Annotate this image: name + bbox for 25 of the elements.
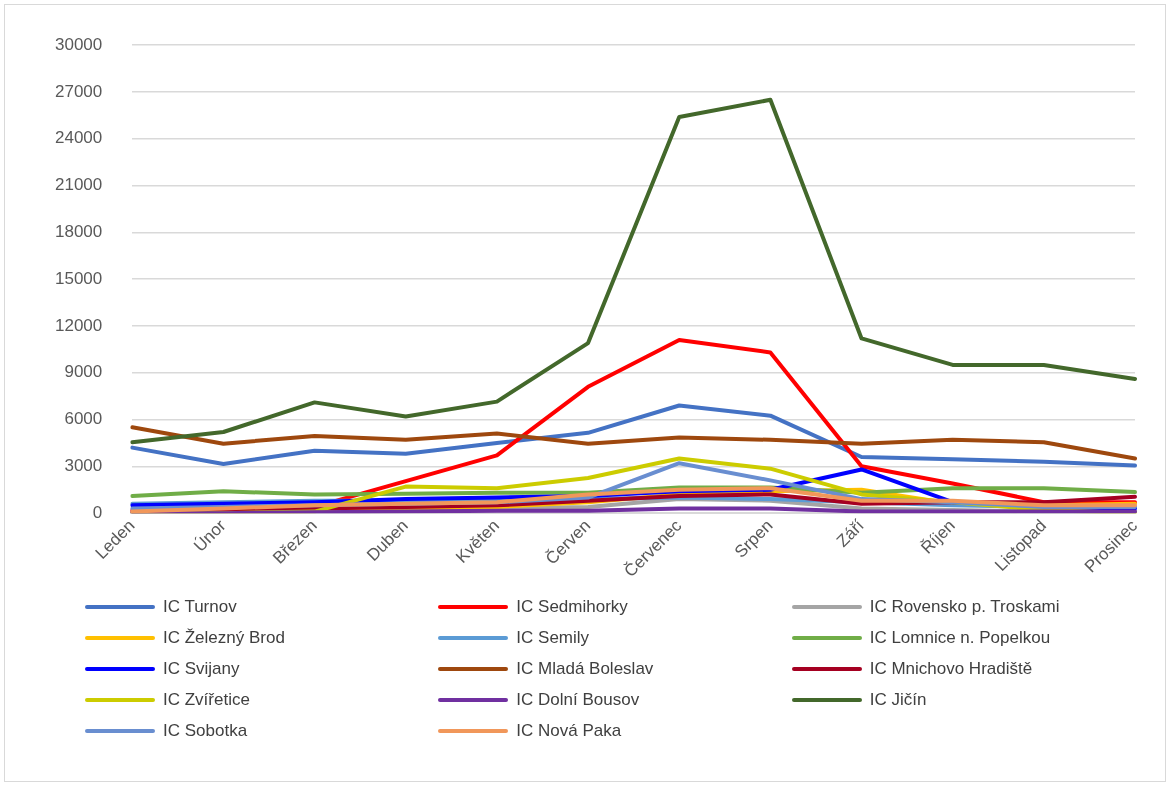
legend-label: IC Nová Paka [516,721,622,741]
legend-label: IC Mnichovo Hradiště [869,659,1033,679]
legend-label: IC Lomnice n. Popelkou [869,628,1051,648]
y-tick-label: 9000 [64,362,103,382]
y-tick-label: 15000 [54,268,103,288]
legend-label: IC Sedmihorky [516,597,628,617]
legend-label: IC Sobotka [163,721,248,741]
legend-label: IC Svijany [163,659,240,679]
y-tick-label: 27000 [54,81,103,101]
legend-label: IC Turnov [163,597,237,617]
legend-label: IC Železný Brod [163,628,285,648]
legend-label: IC Rovensko p. Troskami [869,597,1060,617]
y-tick-label: 21000 [54,175,103,195]
y-tick-label: 0 [92,502,103,522]
y-tick-label: 6000 [64,409,103,429]
legend-label: IC Jičín [869,690,927,710]
y-tick-label: 12000 [54,315,103,335]
legend-label: IC Zvířetice [163,690,250,710]
y-tick-label: 24000 [54,128,103,148]
y-tick-label: 3000 [64,456,103,476]
y-tick-label: 18000 [54,222,103,242]
y-tick-label: 30000 [54,34,103,54]
legend-label: IC Mladá Boleslav [516,659,654,679]
legend-label: IC Semily [516,628,590,648]
legend-label: IC Dolní Bousov [516,690,640,710]
